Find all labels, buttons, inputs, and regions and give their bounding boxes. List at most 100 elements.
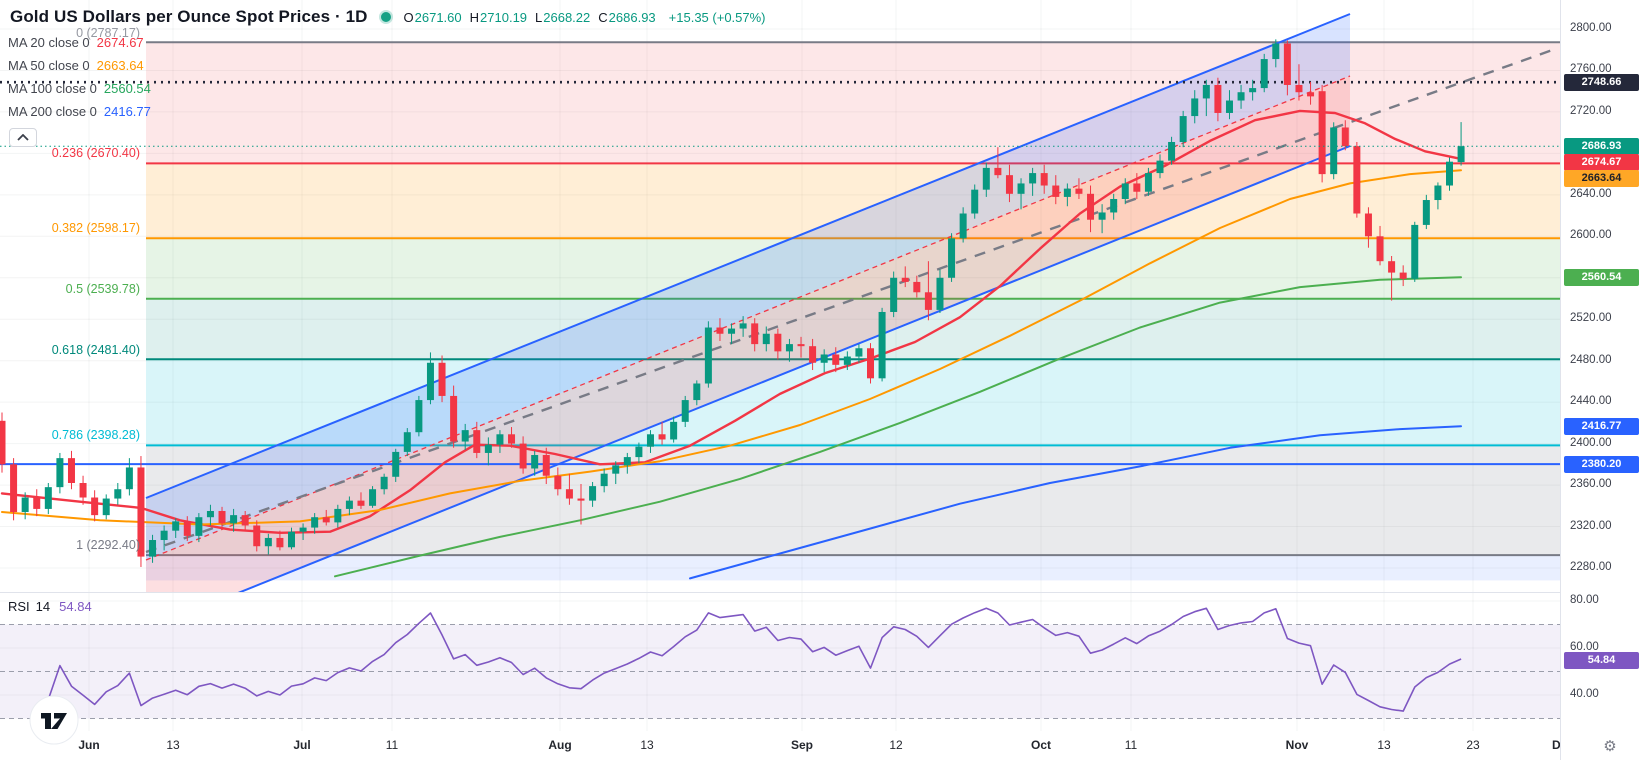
candle [1376,236,1384,262]
candle [33,497,41,509]
candle [125,467,133,490]
candle [1295,84,1303,93]
candle [774,333,782,352]
candle [1446,161,1453,186]
market-status-dot-icon[interactable] [380,12,391,22]
candle [1168,141,1176,161]
price-axis[interactable]: 2800.00 2760.00 2720.00 2640.00 2600.00 2520.… [1560,0,1642,760]
candle [693,383,701,401]
candle [797,344,805,347]
time-axis-settings-gear-icon[interactable]: ⚙ [1603,738,1617,755]
price-badge-2416.77: 2416.77 [1564,417,1639,435]
ma-legend-row-3[interactable]: MA 200 close 0 2416.77 [8,104,151,119]
rsi-legend: RSI 14 54.84 [8,599,92,614]
time-axis[interactable]: Jun13Jul11Aug13Sep12Oct11Nov1323Dec [0,731,1642,760]
candle [311,517,319,528]
candle [554,475,562,490]
time-label-Nov: Nov [1285,738,1309,752]
candle [334,508,342,523]
candle [577,498,585,501]
candlestick-series [0,39,1465,567]
candle [322,517,330,523]
candle [160,530,168,541]
time-label-12: 12 [889,738,903,752]
candle [901,277,909,282]
candle [415,400,423,433]
candle [1029,173,1037,184]
candle [924,292,932,310]
time-label-11: 11 [385,738,399,752]
candle [380,476,388,490]
candle [1307,92,1315,97]
candle [820,354,828,363]
candle [1075,188,1083,194]
price-badge-2674.67: 2674.67 [1564,153,1639,171]
candle [299,527,307,532]
candle [762,333,770,345]
rsi-period: 14 [35,599,51,614]
symbol-title[interactable]: Gold US Dollars per Ounce Spot Prices · … [10,7,368,26]
time-label-Sep: Sep [790,738,814,752]
candle [739,323,747,329]
candle [1121,183,1129,199]
candle [600,473,608,487]
horizontal-lines [0,80,1560,466]
candle [1017,183,1025,194]
candle [183,521,191,536]
candle [1225,100,1233,113]
ohlc-h: H2710.19 [469,9,528,25]
ma-20-line [0,109,1463,534]
fib-label-0.382: 0.382 (2598.17) [51,221,140,235]
candle [913,281,921,293]
ohlc-l: L2668.22 [535,9,591,25]
rsi-tick: 80.00 [1570,594,1599,606]
candle [195,517,203,536]
legend-collapse-button[interactable] [9,128,37,147]
candle [936,277,944,310]
candle [10,464,18,513]
candle [1330,127,1338,175]
candle [1341,127,1349,147]
candle [646,434,654,447]
time-label-Jun: Jun [78,738,100,752]
candle [785,344,793,352]
candle [959,213,967,239]
candle [1457,146,1465,163]
candle [1214,84,1222,113]
price-tick: 2400.00 [1570,436,1612,449]
candle [0,420,6,465]
candle [542,455,550,476]
rsi-name: RSI [8,599,30,614]
candle [994,167,1002,176]
candle [612,465,620,474]
price-badge-2663.64: 2663.64 [1564,169,1639,187]
candle [1133,183,1141,192]
candle [114,489,122,499]
candle [392,451,400,477]
fib-label-0.5: 0.5 (2539.78) [65,282,140,296]
candle [426,362,434,401]
ma-legend-row-1[interactable]: MA 50 close 0 2663.64 [8,58,144,73]
fib-label-1: 1 (2292.40) [76,538,140,552]
ma-100-line [334,276,1462,578]
ma-legend-row-0[interactable]: MA 20 close 0 2674.67 [8,35,144,50]
candle [855,348,863,357]
candle [276,537,284,548]
candle [728,328,736,334]
ma-legend-row-2[interactable]: MA 100 close 0 2560.54 [8,81,151,96]
price-tick: 2600.00 [1570,229,1612,242]
candle [218,510,226,524]
price-tick: 2440.00 [1570,395,1612,408]
candle [1005,175,1013,194]
price-tick: 2800.00 [1570,22,1612,34]
price-tick: 2480.00 [1570,353,1612,366]
candle [345,500,353,509]
candle [1272,43,1280,60]
candle [253,525,261,547]
tradingview-logo[interactable] [28,694,80,751]
candle [1399,272,1407,279]
candle [867,348,874,379]
candle [565,489,573,499]
